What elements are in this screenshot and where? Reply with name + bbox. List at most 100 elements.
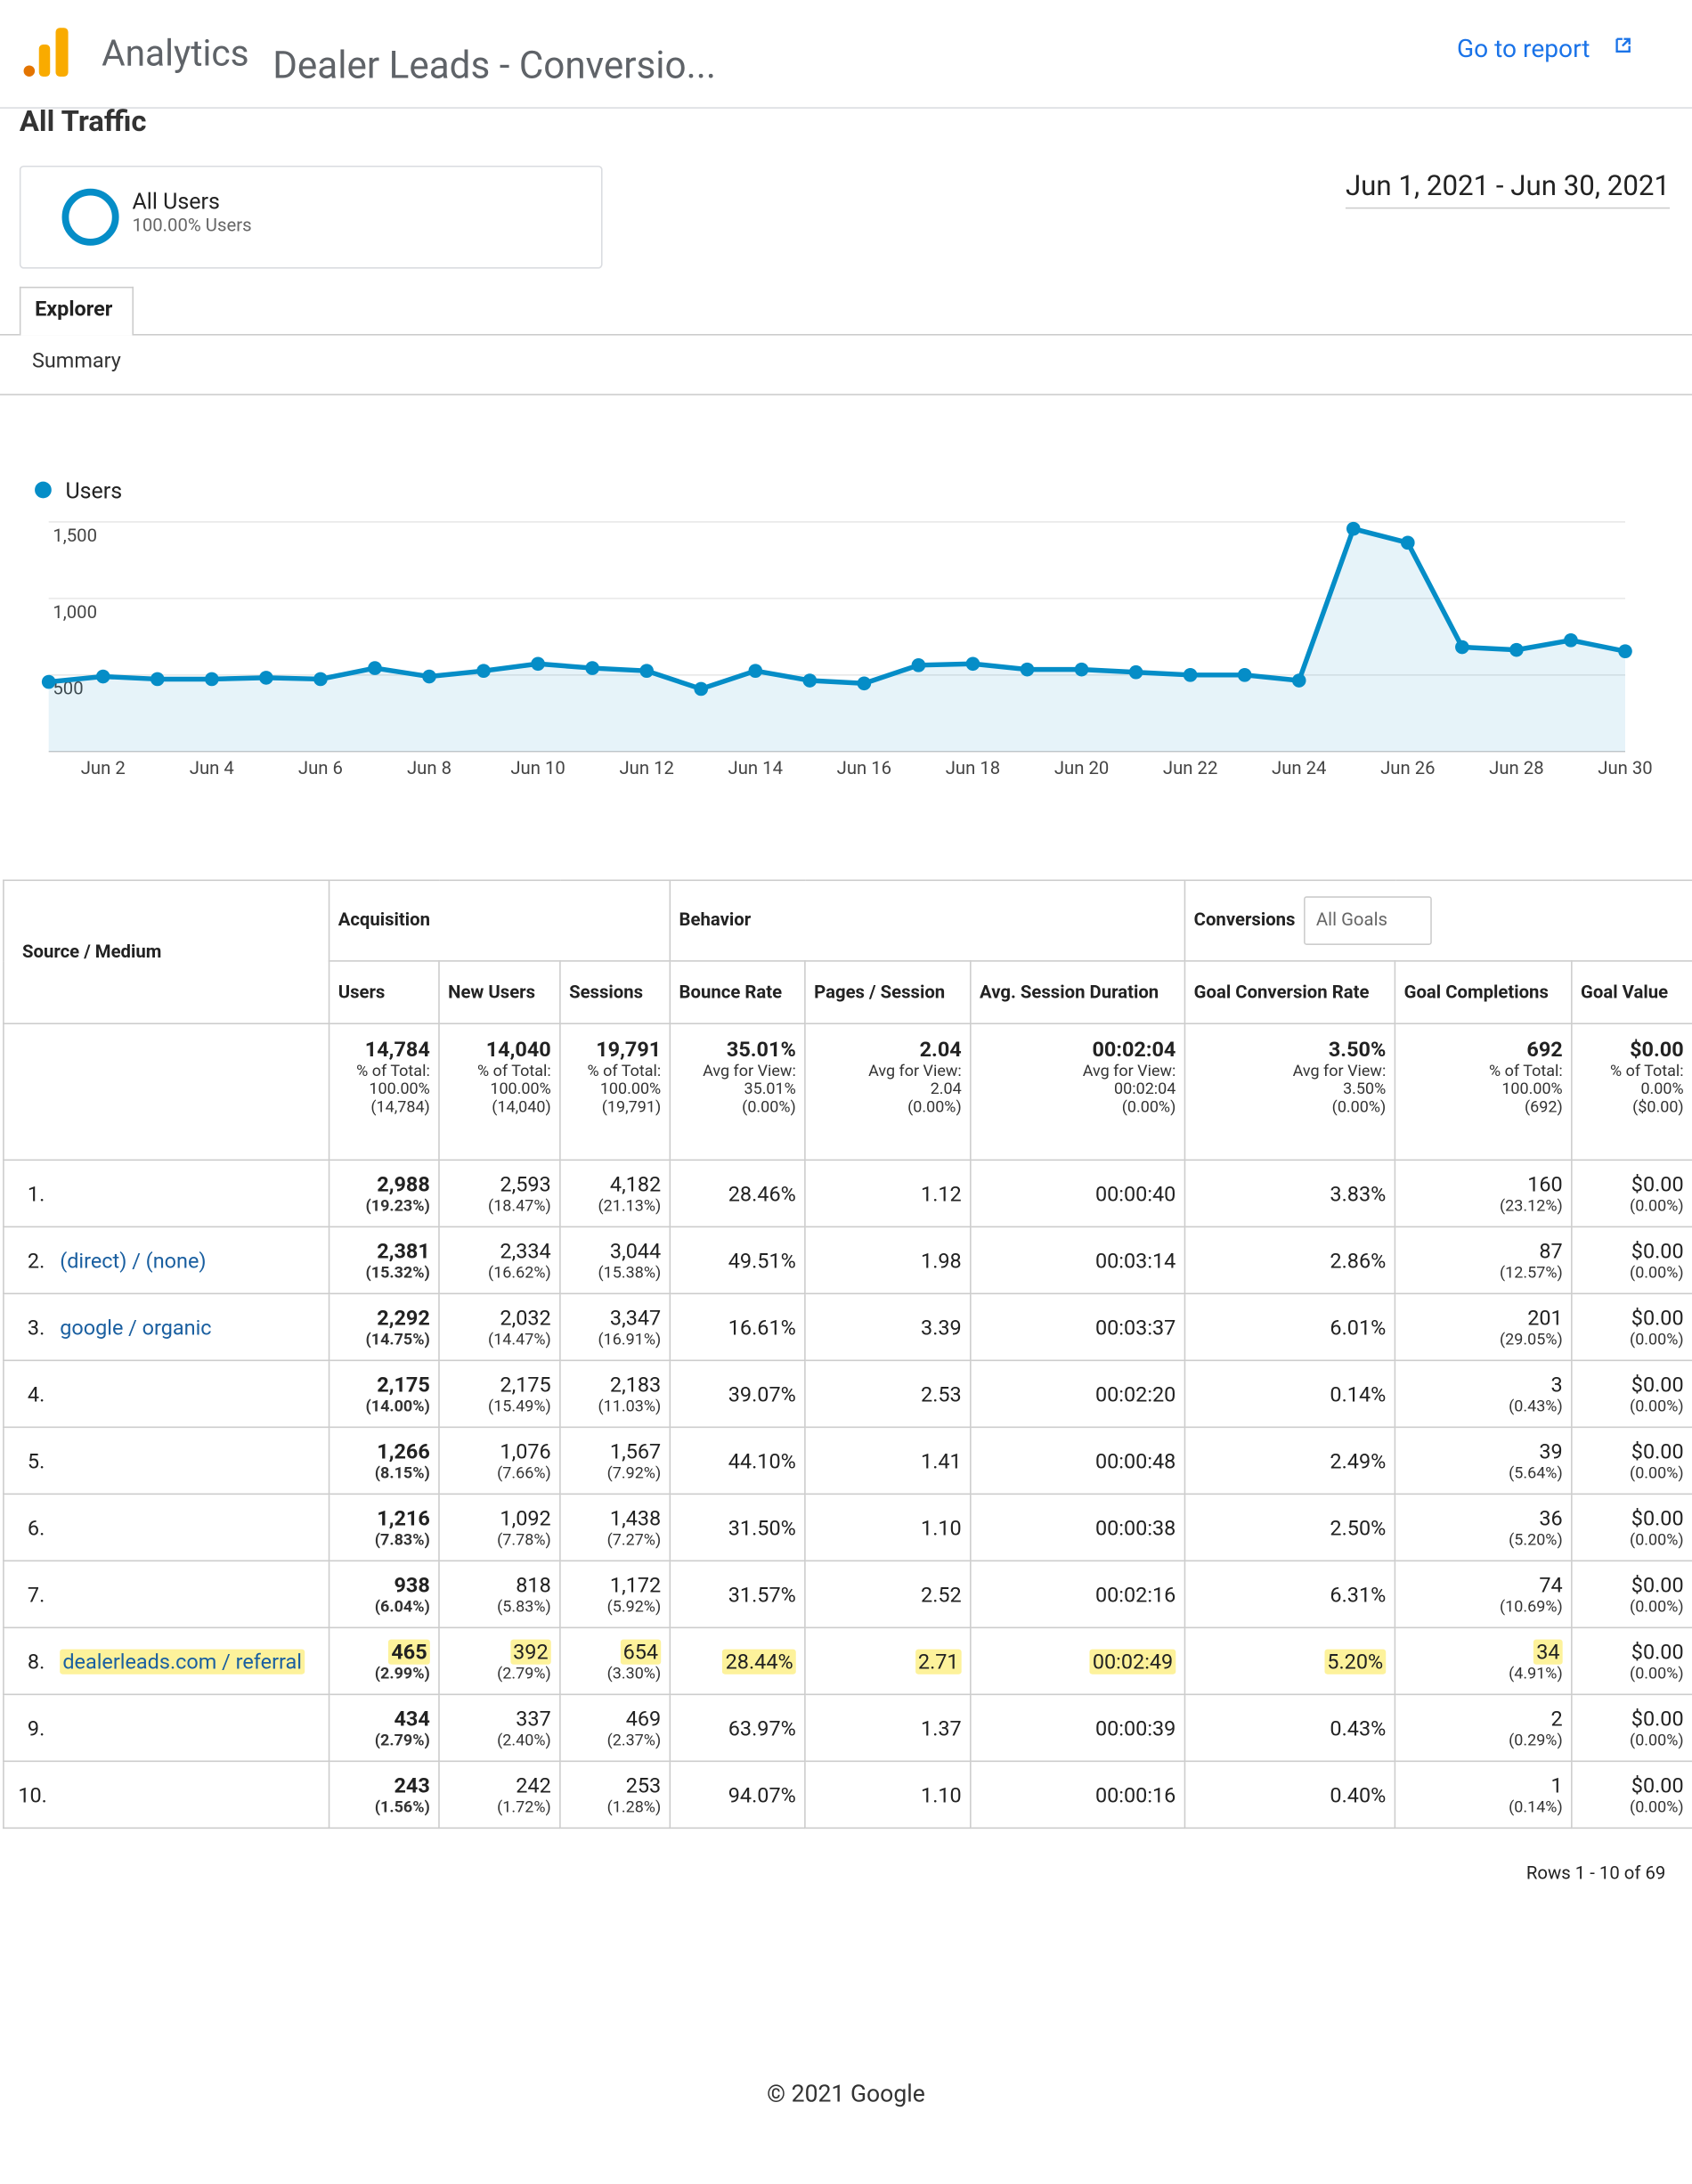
data-cell: 00:03:37 xyxy=(970,1292,1186,1362)
data-cell: 2.52 xyxy=(804,1560,972,1629)
cell-value: 31.57% xyxy=(728,1581,796,1607)
total-value: 35.01% xyxy=(726,1037,796,1063)
source-link[interactable]: google / organic xyxy=(60,1314,212,1340)
subtab-label[interactable]: Summary xyxy=(31,347,121,373)
total-sub: (0.00%) xyxy=(742,1096,796,1117)
column-header[interactable]: Goal Value xyxy=(1571,960,1692,1024)
cell-value: 00:02:20 xyxy=(1094,1381,1176,1406)
data-table: Source / Medium Acquisition Behavior Conver… xyxy=(3,879,1692,1830)
cell-share: (7.78%) xyxy=(497,1529,551,1550)
go-to-report[interactable]: Go to report xyxy=(1456,35,1590,64)
row-index: 3. xyxy=(27,1314,45,1340)
source-link[interactable]: dealerleads.com / referral xyxy=(60,1648,305,1674)
segment-box[interactable] xyxy=(19,165,603,269)
cell-value: 337 xyxy=(516,1706,551,1732)
column-header[interactable]: New Users xyxy=(438,960,561,1024)
x-tick-label: Jun 10 xyxy=(510,757,565,778)
cell-share: (0.43%) xyxy=(1509,1396,1563,1416)
cell-share: (0.00%) xyxy=(1630,1663,1684,1683)
cell-value: 0.40% xyxy=(1330,1781,1387,1807)
cell-value: 31.50% xyxy=(728,1514,796,1540)
total-sub: (14,784) xyxy=(370,1096,430,1117)
column-header[interactable]: Goal Conversion Rate xyxy=(1184,960,1396,1024)
total-sub: (0.00%) xyxy=(907,1096,962,1117)
column-header[interactable]: Avg. Session Duration xyxy=(970,960,1186,1024)
data-cell: $0.00 (0.00%) xyxy=(1571,1159,1692,1228)
data-cell: 16.61% xyxy=(669,1292,806,1362)
column-header[interactable]: Goal Completions xyxy=(1394,960,1573,1024)
cell-value: $0.00 xyxy=(1631,1238,1684,1264)
cell-share: (0.14%) xyxy=(1509,1797,1563,1817)
data-cell: 28.44% xyxy=(669,1626,806,1696)
cell-share: (0.00%) xyxy=(1630,1396,1684,1416)
cell-value: 3,347 xyxy=(609,1305,662,1331)
total-sub: 35.01% xyxy=(744,1078,796,1098)
data-cell: $0.00 (0.00%) xyxy=(1571,1493,1692,1562)
data-row: 4. 2,175 (14.00%) 2,175 (15.49%) 2,183 (11.03%… xyxy=(3,1359,1692,1429)
data-cell: 2,183 (11.03%) xyxy=(559,1359,671,1429)
data-row: 8. dealerleads.com / referral 465 (2.99%) 39… xyxy=(3,1626,1692,1696)
point xyxy=(95,669,110,684)
data-cell: $0.00 (0.00%) xyxy=(1571,1560,1692,1629)
point xyxy=(911,658,926,672)
cell-value: 3.39 xyxy=(921,1314,962,1340)
source-cell: 5. xyxy=(3,1426,330,1495)
x-tick-label: Jun 4 xyxy=(190,757,234,778)
cell-value: 1.98 xyxy=(921,1247,962,1273)
data-row: 6. 1,216 (7.83%) 1,092 (7.78%) 1,438 (7.27%) 31… xyxy=(3,1493,1692,1562)
cell-value: 6.31% xyxy=(1330,1581,1387,1607)
cell-value: 201 xyxy=(1527,1305,1563,1331)
total-sub: Avg for View: xyxy=(1082,1060,1176,1080)
x-tick-label: Jun 30 xyxy=(1598,757,1652,778)
date-range[interactable]: Jun 1, 2021 - Jun 30, 2021 xyxy=(1345,168,1671,209)
group-header: Conversions All Goals xyxy=(1184,879,1692,962)
row-index: 10. xyxy=(18,1781,47,1807)
cell-share: (10.69%) xyxy=(1500,1596,1563,1617)
tab[interactable] xyxy=(19,286,134,336)
cell-share: (7.27%) xyxy=(606,1529,662,1550)
tab-label[interactable]: Explorer xyxy=(35,296,113,322)
cell-value: 0.43% xyxy=(1330,1715,1387,1740)
cell-value: $0.00 xyxy=(1631,1572,1684,1598)
point xyxy=(1183,668,1198,682)
x-tick-label: Jun 22 xyxy=(1163,757,1217,778)
goal-select[interactable]: All Goals xyxy=(1303,896,1432,945)
total-value: 00:02:04 xyxy=(1092,1037,1176,1063)
x-tick-label: Jun 28 xyxy=(1489,757,1543,778)
total-sub: % of Total: xyxy=(587,1060,662,1080)
data-cell: 87 (12.57%) xyxy=(1394,1226,1573,1295)
data-cell: 94.07% xyxy=(669,1760,806,1830)
point xyxy=(965,656,980,672)
column-header[interactable]: Pages / Session xyxy=(804,960,972,1024)
data-cell: 00:02:16 xyxy=(970,1560,1186,1629)
source-link[interactable]: (direct) / (none) xyxy=(60,1247,207,1273)
column-header[interactable]: Sessions xyxy=(559,960,671,1024)
cell-value: $0.00 xyxy=(1631,1505,1684,1531)
column-header[interactable]: Bounce Rate xyxy=(669,960,806,1024)
point xyxy=(585,661,599,675)
group-label: Acquisition xyxy=(338,909,431,932)
data-cell: 1.98 xyxy=(804,1226,972,1295)
row-index: 6. xyxy=(27,1514,45,1540)
data-cell: 2.53 xyxy=(804,1359,972,1429)
point xyxy=(422,669,436,684)
point xyxy=(1455,640,1469,655)
cell-value: 2.52 xyxy=(921,1581,962,1607)
total-sub: 100.00% xyxy=(599,1078,662,1098)
cell-value: 2,175 xyxy=(377,1372,430,1398)
cell-share: (15.32%) xyxy=(365,1262,430,1283)
total-sub: 00:02:04 xyxy=(1114,1078,1176,1098)
cell-value: 1.37 xyxy=(921,1715,962,1740)
cell-value: 392 xyxy=(509,1639,551,1665)
row-index: 1. xyxy=(27,1180,45,1206)
cell-value: 242 xyxy=(516,1772,551,1798)
data-cell: 2,032 (14.47%) xyxy=(438,1292,561,1362)
total-sub: (0.00%) xyxy=(1331,1096,1387,1117)
cell-value: 2.86% xyxy=(1330,1247,1387,1273)
y-tick-label: 1,000 xyxy=(53,601,97,623)
cell-value: 00:00:16 xyxy=(1094,1781,1176,1807)
cell-share: (14.00%) xyxy=(365,1396,430,1416)
total-sub: 3.50% xyxy=(1343,1078,1387,1098)
column-header[interactable]: Users xyxy=(328,960,440,1024)
